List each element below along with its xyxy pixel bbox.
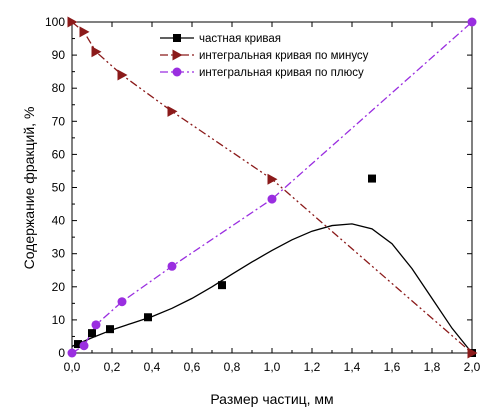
data-point xyxy=(144,313,152,322)
x-tick-label: 1,8 xyxy=(424,360,441,374)
y-tick-label: 30 xyxy=(52,247,66,261)
x-tick-label: 1,4 xyxy=(344,360,361,374)
legend-marker xyxy=(173,34,181,42)
data-point xyxy=(79,26,90,38)
data-point xyxy=(467,17,477,27)
data-point xyxy=(79,341,89,351)
data-point xyxy=(167,105,178,117)
x-axis-label: Размер частиц, мм xyxy=(210,391,333,407)
data-point xyxy=(267,173,278,185)
data-point xyxy=(74,340,82,349)
y-tick-label: 80 xyxy=(52,81,66,95)
y-axis-label: Содержание фракций, % xyxy=(21,107,37,270)
y-tick-label: 70 xyxy=(52,114,66,128)
series-line xyxy=(71,223,473,354)
x-tick-label: 0,0 xyxy=(64,360,81,374)
x-tick-label: 0,8 xyxy=(224,360,241,374)
data-point xyxy=(91,46,102,58)
series-markers xyxy=(67,16,478,359)
data-point xyxy=(106,325,114,334)
legend: частная кривая интегральная кривая по мин… xyxy=(160,33,369,79)
y-tick-label: 100 xyxy=(45,15,65,29)
y-tick-label: 20 xyxy=(52,280,66,294)
x-tick-label: 2,0 xyxy=(464,360,481,374)
legend-marker xyxy=(172,67,182,77)
legend-label: интегральная кривая по минусу xyxy=(199,50,369,62)
y-tick-label: 90 xyxy=(52,48,66,62)
data-point xyxy=(218,281,226,290)
x-tick-label: 1,0 xyxy=(264,360,281,374)
y-tick-label: 10 xyxy=(52,313,66,327)
legend-label: интегральная кривая по плюсу xyxy=(199,67,364,79)
data-point xyxy=(91,320,101,330)
data-point xyxy=(368,174,376,183)
data-point xyxy=(67,16,78,28)
data-point xyxy=(67,348,77,358)
legend-label: частная кривая xyxy=(199,33,281,45)
x-tick-label: 0,6 xyxy=(184,360,201,374)
x-tick-label: 1,2 xyxy=(304,360,321,374)
legend-marker xyxy=(172,49,183,61)
y-tick-label: 0 xyxy=(58,346,65,360)
data-point xyxy=(267,194,277,204)
x-tick-label: 1,6 xyxy=(384,360,401,374)
x-tick-label: 0,2 xyxy=(104,360,121,374)
x-tick-label: 0,4 xyxy=(144,360,161,374)
y-tick-label: 50 xyxy=(52,181,66,195)
data-point xyxy=(88,329,96,338)
data-point xyxy=(467,347,478,359)
y-tick-label: 60 xyxy=(52,147,66,161)
data-point xyxy=(117,297,127,307)
data-point xyxy=(167,261,177,271)
y-tick-label: 40 xyxy=(52,214,66,228)
axis-ticks: 0,0 0,2 0,4 0,6 0,8 1,0 1,2 1,4 1,6 1,8 2,0 0 10 20 30… xyxy=(45,15,481,374)
data-point xyxy=(117,69,128,81)
